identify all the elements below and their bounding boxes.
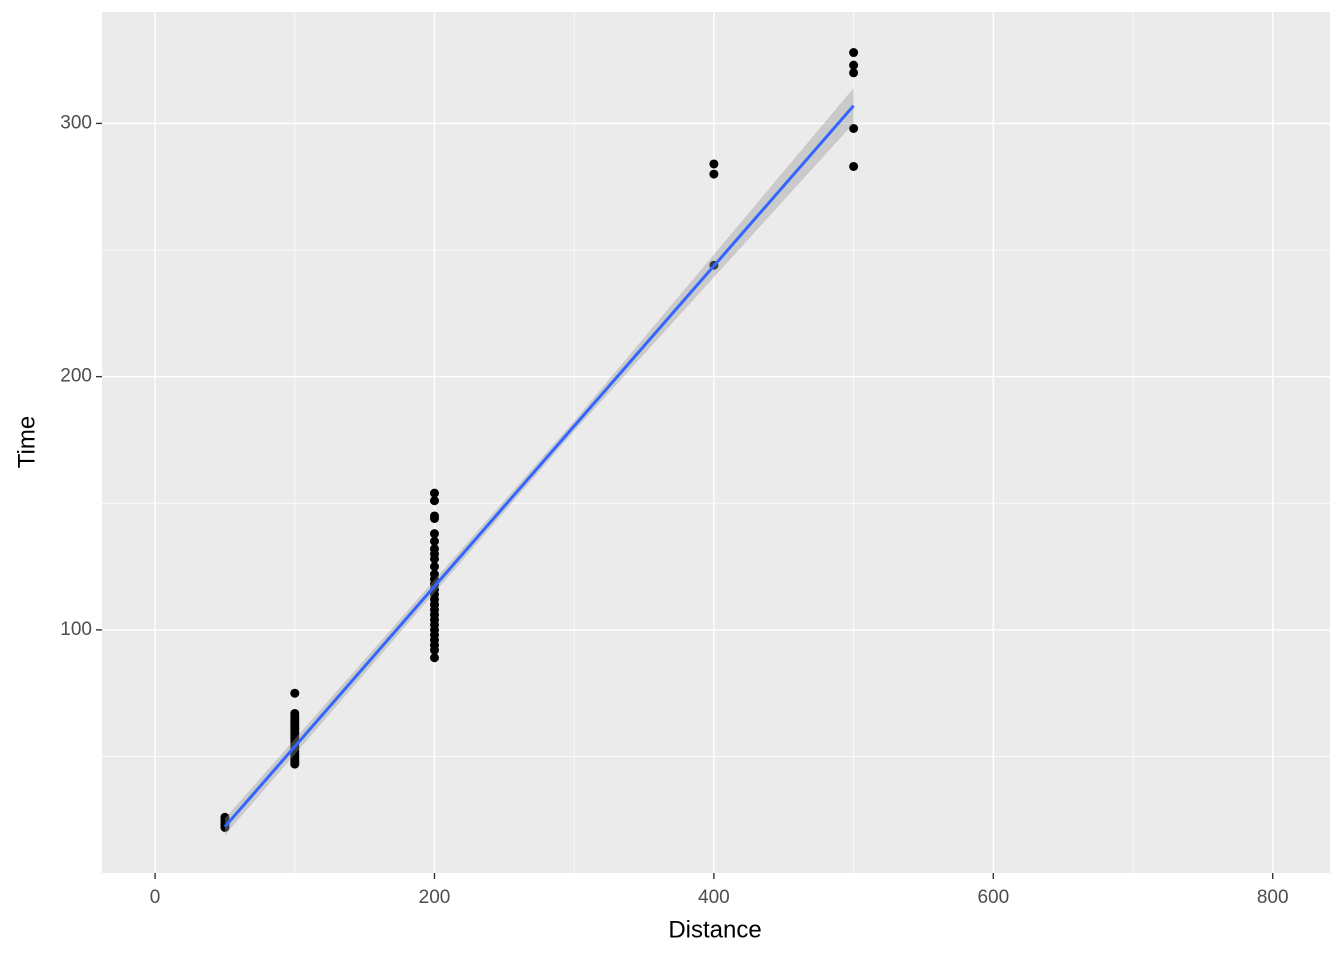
data-point [429,488,439,498]
y-tick-label: 100 [60,619,92,640]
data-point [429,562,439,572]
data-point [429,554,439,564]
data-point [429,536,439,546]
x-axis-title: Distance [668,916,761,943]
regression-line [223,104,855,828]
x-tick-label: 0 [150,887,161,908]
x-tick-label: 200 [419,887,451,908]
data-point [429,496,439,506]
y-tick-label: 200 [60,366,92,387]
data-point [220,812,230,822]
data-point [429,645,439,655]
data-point [849,161,859,171]
data-point [849,60,859,70]
data-point [849,68,859,78]
x-tick-label: 600 [977,887,1009,908]
y-tick-label: 300 [60,112,92,133]
data-point [429,513,439,523]
data-point [429,529,439,539]
y-axis-title: Time [13,416,40,468]
x-tick-label: 400 [698,887,730,908]
data-point [290,688,300,698]
data-point [709,169,719,179]
x-tick-label: 800 [1257,887,1289,908]
data-point [849,123,859,133]
data-point [849,48,859,58]
plot-panel [102,12,1330,873]
data-point [290,759,300,769]
data-point [709,159,719,169]
data-point [429,653,439,663]
